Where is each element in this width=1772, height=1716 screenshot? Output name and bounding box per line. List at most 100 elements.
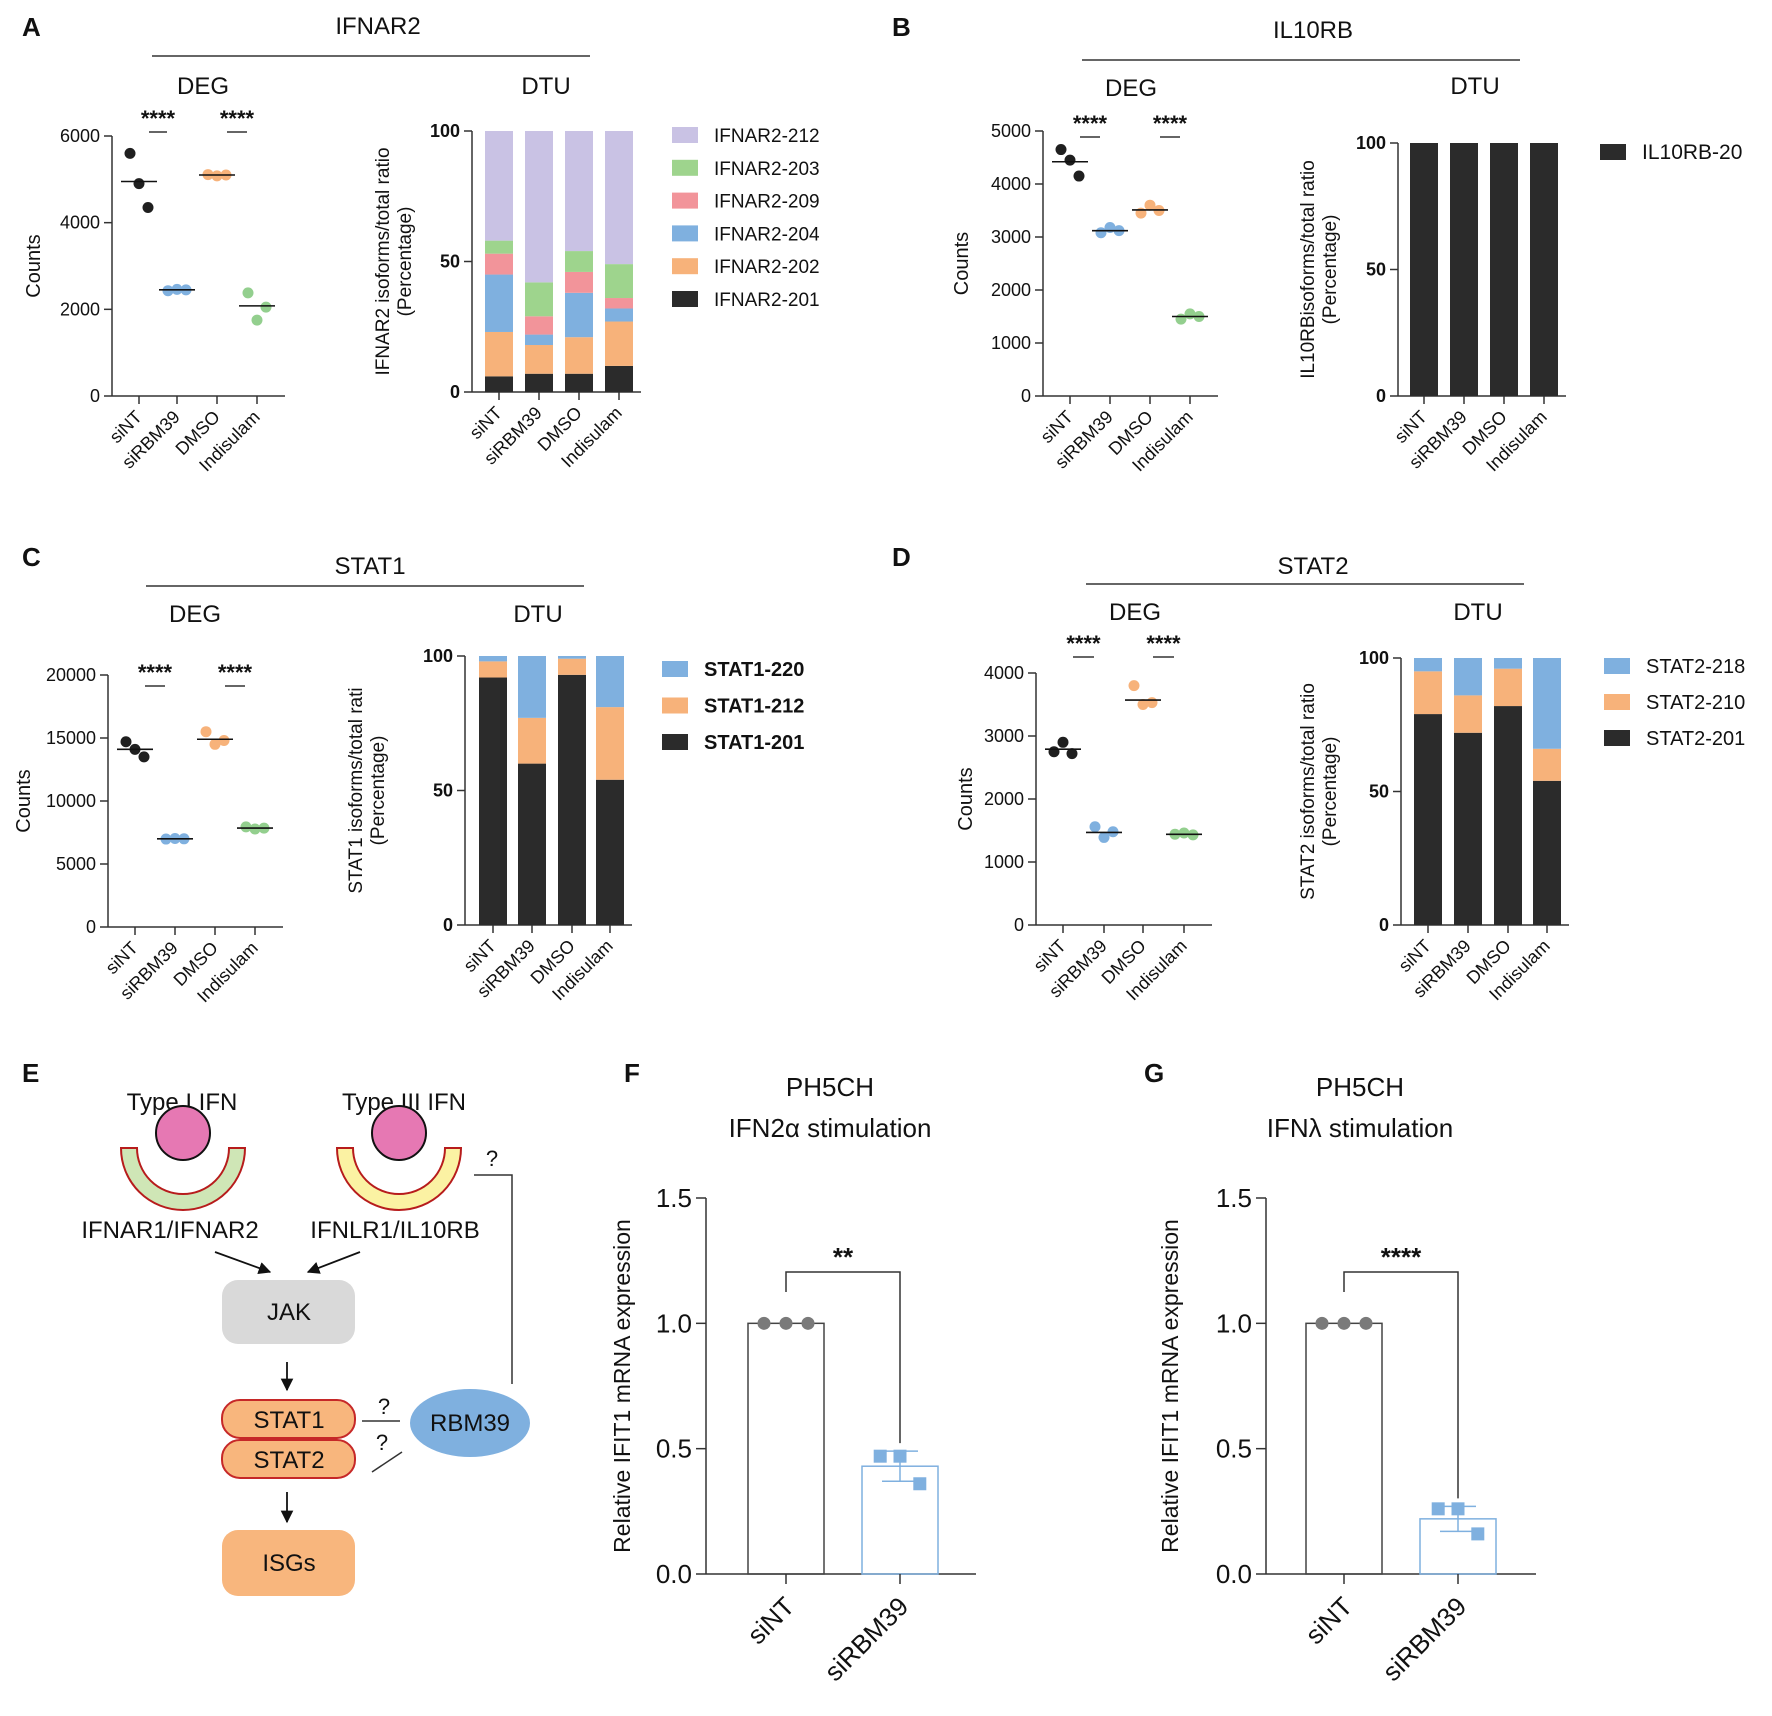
legend-swatch — [1604, 694, 1630, 710]
stacked-bar-segment — [1450, 143, 1478, 396]
rbm39-receptor-link-line — [474, 1174, 513, 1384]
legend-label: STAT1-212 — [704, 696, 804, 718]
data-point — [138, 751, 150, 763]
data-point — [251, 314, 263, 326]
y-axis-label: Counts — [13, 769, 35, 832]
data-point — [801, 1316, 815, 1330]
stacked-bar-segment — [605, 321, 633, 366]
legend-swatch — [662, 661, 688, 677]
il10rb-deg-scatter: 010002000300040005000CountssiNTsiRBM39DM… — [951, 111, 1218, 475]
y-tick-label: 100 — [423, 646, 453, 666]
panel-letter-g: G — [1144, 1058, 1164, 1088]
stacked-bar-segment — [479, 656, 507, 662]
stacked-bar-segment — [485, 331, 513, 377]
y-tick-label: 0 — [90, 386, 100, 406]
stacked-bar-segment — [605, 298, 633, 309]
y-tick-label: 0 — [1379, 915, 1389, 935]
data-point — [1146, 697, 1158, 709]
significance-label: **** — [218, 660, 253, 685]
isgs-box — [222, 1530, 355, 1596]
data-point — [1144, 199, 1156, 211]
stacked-bar-segment — [485, 376, 513, 392]
y-tick-label: 3000 — [991, 227, 1031, 247]
stacked-bar-segment — [1454, 695, 1482, 733]
y-tick-label: 2000 — [60, 299, 100, 319]
significance-label: ** — [833, 1242, 854, 1272]
legend-swatch — [672, 291, 698, 307]
gene-title-il10rb: IL10RB — [1273, 17, 1353, 44]
stacked-bar-segment — [525, 334, 553, 346]
panel-letter-d: D — [892, 542, 911, 572]
legend-swatch — [662, 734, 688, 750]
data-point — [913, 1477, 927, 1491]
data-point — [1315, 1316, 1329, 1330]
legend-swatch — [662, 697, 688, 714]
type-i-ifn-ligand-shape — [155, 1105, 211, 1161]
ifnar-receptor-shape — [119, 1147, 247, 1211]
data-point — [240, 821, 252, 833]
stacked-bar-segment — [525, 345, 553, 374]
stacked-bar-segment — [1533, 658, 1561, 749]
legend-label: IFNAR2-201 — [714, 290, 820, 311]
y-tick-label: 0 — [1376, 386, 1386, 406]
y-tick-label: 1.0 — [1216, 1308, 1252, 1338]
stacked-bar-segment — [605, 264, 633, 299]
chart-subtitle: IFNλ stimulation — [1267, 1113, 1453, 1143]
section-dtu: DTU — [1453, 599, 1502, 626]
significance-label: **** — [1066, 631, 1101, 656]
y-axis-label: IFNAR2 isoforms/total ratio(Percentage) — [373, 147, 416, 375]
data-point — [873, 1449, 887, 1463]
il10rb-dtu-stacked-bar: 0 50 100 IL10RBisoforms/total ratio(Percent… — [1298, 133, 1742, 475]
rbm39-label: RBM39 — [430, 1410, 510, 1437]
stacked-bar-segment — [479, 661, 507, 678]
y-tick-label: 0 — [1021, 386, 1031, 406]
stacked-bar-segment — [1454, 658, 1482, 696]
legend-swatch — [672, 127, 698, 143]
bar — [747, 1322, 825, 1575]
legend-label: IFNAR2-212 — [714, 126, 820, 147]
stacked-bar-segment — [558, 674, 586, 925]
stacked-bar-segment — [1533, 748, 1561, 781]
legend-label: STAT1-201 — [704, 732, 804, 754]
data-point — [249, 823, 261, 835]
rbm39-stat2-link-line — [371, 1451, 403, 1473]
stacked-bar-segment — [479, 677, 507, 925]
stat2-dtu-stacked-bar: 0 50 100 STAT2 isoforms/total ratio(Percent… — [1298, 648, 1745, 1004]
data-point — [218, 735, 230, 747]
panel-letter-f: F — [624, 1058, 640, 1088]
legend-swatch — [672, 192, 698, 209]
significance-bracket — [785, 1271, 901, 1444]
stacked-bar-segment — [525, 316, 553, 335]
y-tick-label: 4000 — [991, 174, 1031, 194]
stacked-bar-segment — [1490, 143, 1518, 396]
stacked-bar-segment — [518, 763, 546, 925]
section-deg: DEG — [177, 73, 229, 100]
ifnar2-deg-scatter: 0200040006000CountssiNTsiRBM39DMSOIndisu… — [23, 106, 285, 475]
y-tick-label: 6000 — [60, 126, 100, 146]
y-tick-label: 1.5 — [1216, 1183, 1252, 1213]
y-tick-label: 0.0 — [656, 1559, 692, 1589]
stacked-bar-segment — [565, 337, 593, 374]
stacked-bar-segment — [558, 658, 586, 675]
legend-label: STAT2-201 — [1646, 728, 1745, 750]
stacked-bar-segment — [605, 308, 633, 322]
gene-title-stat1: STAT1 — [334, 553, 405, 580]
legend-label: IFNAR2-209 — [714, 192, 820, 213]
y-tick-label: 0.5 — [656, 1434, 692, 1464]
significance-label: **** — [1073, 111, 1108, 136]
section-dtu: DTU — [1450, 73, 1499, 100]
y-tick-label: 50 — [433, 781, 453, 801]
y-tick-label: 1000 — [984, 852, 1024, 872]
section-deg: DEG — [1105, 75, 1157, 102]
legend-label: STAT2-218 — [1646, 656, 1745, 678]
chart-title: PH5CH — [1316, 1072, 1404, 1102]
section-dtu: DTU — [513, 601, 562, 628]
legend-label: IFNAR2-202 — [714, 257, 820, 278]
y-tick-label: 1.5 — [656, 1183, 692, 1213]
stacked-bar-segment — [1454, 732, 1482, 925]
stacked-bar-segment — [565, 271, 593, 293]
y-axis-label: Relative IFIT1 mRNA expression — [609, 1219, 635, 1553]
stacked-bar-segment — [565, 292, 593, 338]
stacked-bar-segment — [1533, 780, 1561, 925]
